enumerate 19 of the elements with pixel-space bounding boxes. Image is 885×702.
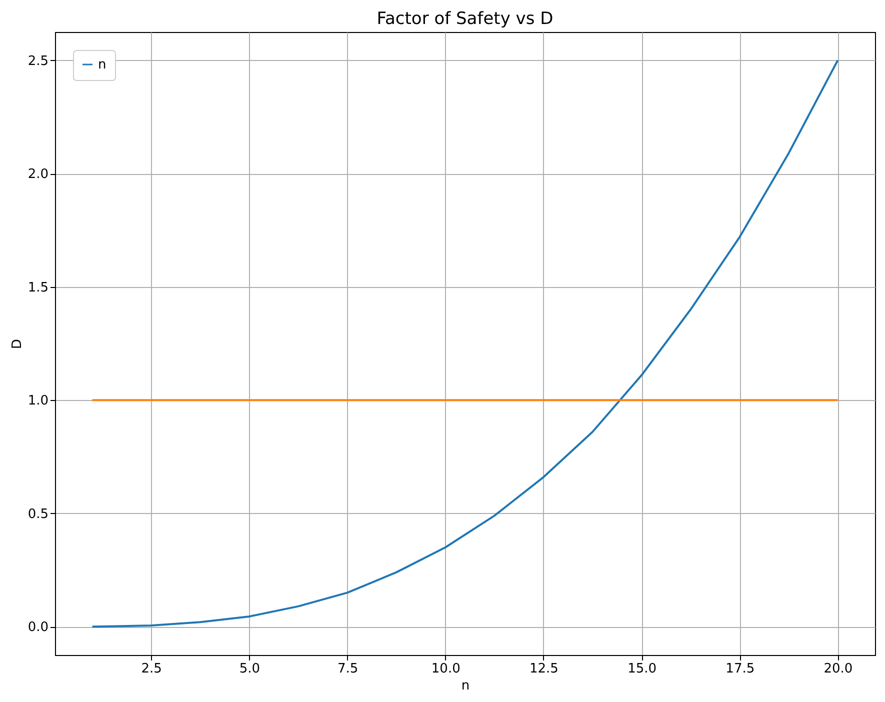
x-tick-label: 17.5: [726, 662, 755, 676]
legend-label: n: [98, 58, 106, 72]
y-tick-label: 0.5: [28, 506, 48, 522]
chart-title: Factor of Safety vs D: [376, 9, 554, 29]
y-tick-label: 2.0: [28, 167, 48, 182]
y-tick-label: 1.0: [28, 394, 48, 409]
y-tick-label: 2.5: [28, 54, 48, 69]
y-axis-title: D: [10, 338, 25, 350]
x-tick-label: 7.5: [337, 662, 358, 676]
y-tick-label: 0.0: [28, 620, 48, 636]
line-series: [91, 59, 839, 628]
x-tick-label: 5.0: [239, 662, 260, 676]
x-tick-label: 10.0: [431, 662, 460, 676]
y-tick-label: 1.5: [28, 280, 48, 296]
x-tick-label: 15.0: [628, 662, 657, 676]
x-tick-label: 20.0: [824, 662, 853, 676]
x-tick-label: 12.5: [529, 662, 558, 676]
x-axis-title: n: [461, 678, 470, 694]
x-tick-label: 2.5: [141, 662, 162, 676]
